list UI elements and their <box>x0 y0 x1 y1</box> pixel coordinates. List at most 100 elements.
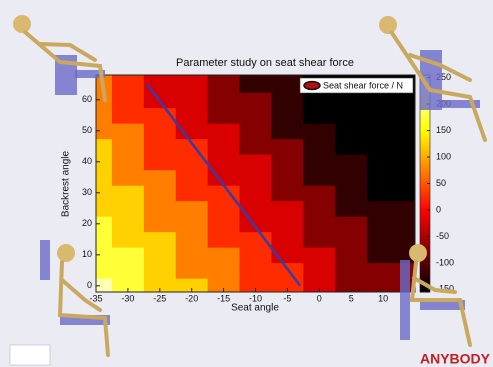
contour-cell <box>240 123 272 139</box>
contour-cell <box>112 216 145 232</box>
contour-cell <box>240 185 272 201</box>
legend-icon <box>304 82 320 90</box>
colorbar-tick-label: 150 <box>436 125 451 135</box>
contour-cell <box>144 154 177 170</box>
contour-cell <box>112 263 145 279</box>
contour-cell <box>112 232 145 248</box>
y-tick-label: 0 <box>87 280 92 290</box>
contour-cell <box>271 139 304 155</box>
contour-cell <box>271 201 304 217</box>
contour-cell <box>367 154 420 170</box>
contour-cell <box>335 123 368 139</box>
contour-cell <box>144 170 177 186</box>
x-tick-label: 10 <box>378 293 388 303</box>
contour-cell <box>303 92 336 108</box>
contour-cell <box>176 139 209 155</box>
contour-cell <box>367 201 420 217</box>
colorbar-tick-label: -50 <box>436 231 449 241</box>
y-tick-label: 60 <box>82 94 92 104</box>
contour-cell <box>335 154 368 170</box>
x-tick-label: -30 <box>121 293 134 303</box>
contour-cell <box>112 92 145 108</box>
contour-cell <box>208 123 241 139</box>
contour-cell <box>144 139 177 155</box>
contour-cell <box>271 216 304 232</box>
contour-cell <box>144 216 177 232</box>
contour-cell <box>335 108 368 124</box>
contour-cell <box>303 139 336 155</box>
colorbar-tick-label: -100 <box>436 257 454 267</box>
contour-cell <box>303 201 336 217</box>
contour-cell <box>144 123 177 139</box>
contour-cell <box>240 154 272 170</box>
contour-cell <box>208 108 241 124</box>
contour-cell <box>367 139 420 155</box>
colorbar-tick-label: 100 <box>436 151 451 161</box>
contour-cell <box>335 263 368 279</box>
x-tick-label: -35 <box>89 293 102 303</box>
contour-cell <box>303 216 336 232</box>
contour-cell <box>303 232 336 248</box>
contour-cell <box>240 139 272 155</box>
contour-cell <box>144 232 177 248</box>
contour-cell <box>303 123 336 139</box>
contour-cell <box>303 263 336 279</box>
x-tick-label: 5 <box>349 293 354 303</box>
contour-cell <box>176 201 209 217</box>
contour-cell <box>112 185 145 201</box>
y-tick-label: 20 <box>82 218 92 228</box>
contour-cell <box>208 263 241 279</box>
contour-cell <box>112 170 145 186</box>
contour-cell <box>144 185 177 201</box>
contour-cell <box>112 154 145 170</box>
logo: ANYBODY <box>420 351 491 367</box>
y-tick-label: 30 <box>82 187 92 197</box>
contour-cell <box>271 185 304 201</box>
slide: Parameter study on seat shear force Seat… <box>0 0 493 367</box>
chart-title: Parameter study on seat shear force <box>176 57 354 69</box>
contour-cell <box>271 123 304 139</box>
contour-cell <box>335 139 368 155</box>
contour-cell <box>335 185 368 201</box>
colorbar-tick-label: 0 <box>436 204 441 214</box>
y-tick-label: 10 <box>82 249 92 259</box>
contour-cell <box>208 92 241 108</box>
contour-cell <box>240 216 272 232</box>
contour-cell <box>112 108 145 124</box>
legend-label: Seat shear force / N <box>323 80 403 90</box>
contour-field <box>91 70 421 298</box>
contour-cell <box>303 154 336 170</box>
contour-cell <box>367 123 420 139</box>
contour-cell <box>335 201 368 217</box>
contour-cell <box>240 170 272 186</box>
contour-cell <box>335 216 368 232</box>
contour-cell <box>240 108 272 124</box>
contour-cell <box>176 185 209 201</box>
contour-cell <box>112 123 145 139</box>
x-tick-label: 0 <box>317 293 322 303</box>
x-tick-label: -5 <box>283 293 291 303</box>
contour-cell <box>240 92 272 108</box>
contour-cell <box>303 247 336 263</box>
contour-cell <box>176 92 209 108</box>
contour-cell <box>176 108 209 124</box>
contour-cell <box>367 108 420 124</box>
contour-cell <box>271 108 304 124</box>
footer-thumbnail <box>10 345 50 365</box>
contour-cell <box>335 92 368 108</box>
contour-cell <box>335 232 368 248</box>
contour-cell <box>112 247 145 263</box>
contour-cell <box>367 232 420 248</box>
contour-cell <box>303 108 336 124</box>
contour-cell <box>271 232 304 248</box>
contour-cell <box>271 154 304 170</box>
y-tick-label: 40 <box>82 156 92 166</box>
y-axis-label: Backrest angle <box>61 150 72 217</box>
contour-cell <box>367 185 420 201</box>
contour-cell <box>208 139 241 155</box>
contour-cell <box>176 170 209 186</box>
contour-cell <box>208 247 241 263</box>
x-axis-label: Seat angle <box>231 303 279 314</box>
y-tick-label: 50 <box>82 125 92 135</box>
contour-cell <box>112 139 145 155</box>
